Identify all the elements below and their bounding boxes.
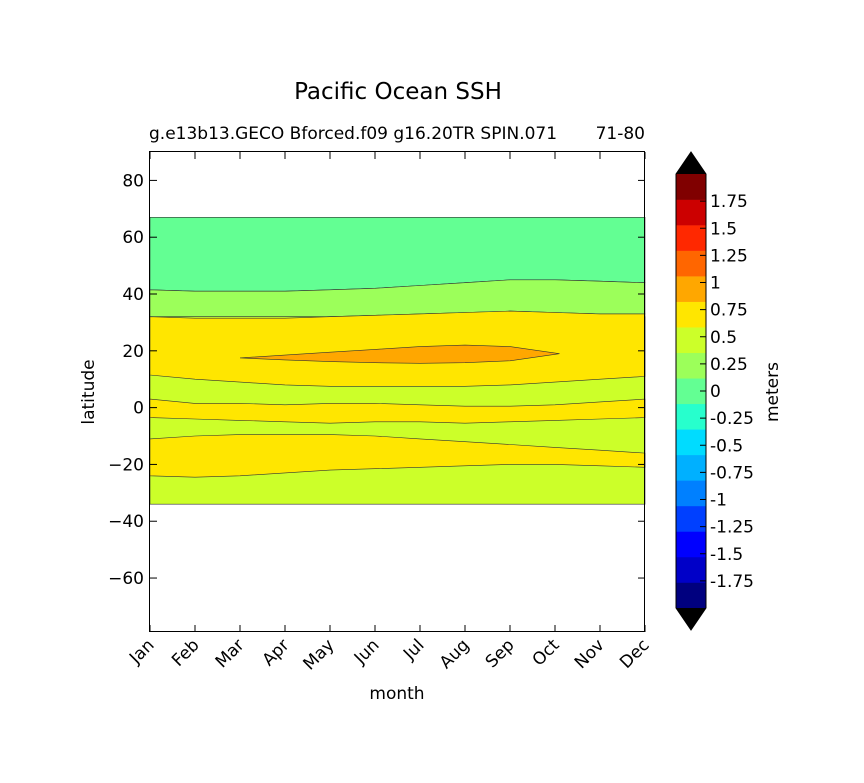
x-tick-label: Jan <box>125 635 158 668</box>
colorbar-tick-label: 1.5 <box>710 219 737 239</box>
contour-region-6 <box>239 344 560 364</box>
y-axis: 80 60 40 20 0 −20 −40 −60 <box>108 171 645 589</box>
colorbar-tick-label: -1.5 <box>710 545 743 565</box>
x-tick-label: Jun <box>350 635 384 669</box>
x-tick-label: Oct <box>529 635 564 670</box>
colorbar: 1.75 1.5 1.25 1 0.75 0.5 0.25 0 -0.25 -0.5 -0.75 -1… <box>675 151 754 631</box>
y-tick-label: 80 <box>122 171 144 191</box>
colorbar-band <box>676 403 706 430</box>
colorbar-band <box>676 505 706 532</box>
x-tick-label: Feb <box>168 635 203 670</box>
plot-frame <box>149 151 645 632</box>
y-tick-label: −20 <box>108 455 144 475</box>
colorbar-tick-label: -0.5 <box>710 436 743 456</box>
colorbar-band <box>676 301 706 328</box>
colorbar-tick-label: 0.25 <box>710 355 748 375</box>
colorbar-extend-high <box>676 152 706 174</box>
colorbar-tick-label: 1 <box>710 274 721 294</box>
plot-area <box>149 217 646 505</box>
colorbar-band <box>676 199 706 226</box>
colorbar-band <box>676 276 706 302</box>
colorbar-extend-low <box>676 608 706 630</box>
x-axis-label: month <box>369 684 424 704</box>
colorbar-band <box>676 531 706 558</box>
x-tick-label: Aug <box>436 635 474 673</box>
colorbar-tick-label: 1.75 <box>710 192 748 212</box>
x-tick-label: Sep <box>482 635 519 672</box>
colorbar-band <box>676 556 706 583</box>
chart-subtitle-left: g.e13b13.GECO Bforced.f09 g16.20TR SPIN.… <box>149 124 557 144</box>
colorbar-tick-label: 0.5 <box>710 328 737 348</box>
colorbar-tick-label: -1.75 <box>710 572 754 592</box>
colorbar-tick-label: -0.75 <box>710 463 754 483</box>
colorbar-tick-label: 1.25 <box>710 246 748 266</box>
y-tick-label: 0 <box>133 399 144 419</box>
y-tick-label: 40 <box>122 285 144 305</box>
colorbar-band <box>676 352 706 379</box>
y-tick-label: −60 <box>108 569 144 589</box>
colorbar-tick-label: -1 <box>710 491 727 511</box>
colorbar-band <box>676 480 706 507</box>
colorbar-tick-label: -0.25 <box>710 409 754 429</box>
x-tick-label: Dec <box>616 635 653 672</box>
x-tick-label: May <box>300 635 339 674</box>
colorbar-tick-label: -1.25 <box>710 518 754 538</box>
chart-title: Pacific Ocean SSH <box>294 79 502 105</box>
colorbar-band <box>676 174 706 200</box>
colorbar-label: meters <box>763 362 783 422</box>
x-tick-label: Mar <box>212 635 249 672</box>
colorbar-band <box>676 454 706 481</box>
x-tick-label: Nov <box>571 635 609 673</box>
colorbar-band <box>676 225 706 251</box>
colorbar-band <box>676 582 706 609</box>
colorbar-tick-label: 0.75 <box>710 301 748 321</box>
y-tick-label: 60 <box>122 228 144 248</box>
y-axis-label: latitude <box>79 359 99 424</box>
colorbar-band <box>676 327 706 354</box>
x-tick-label: Jul <box>399 635 428 664</box>
colorbar-band <box>676 250 706 277</box>
colorbar-outline <box>675 151 707 631</box>
x-tick-label: Apr <box>259 635 294 670</box>
y-tick-label: 20 <box>122 342 144 362</box>
y-tick-label: −40 <box>108 512 144 532</box>
colorbar-band <box>676 429 706 456</box>
chart-subtitle-right: 71-80 <box>596 124 645 144</box>
colorbar-tick-label: 0 <box>710 382 721 402</box>
